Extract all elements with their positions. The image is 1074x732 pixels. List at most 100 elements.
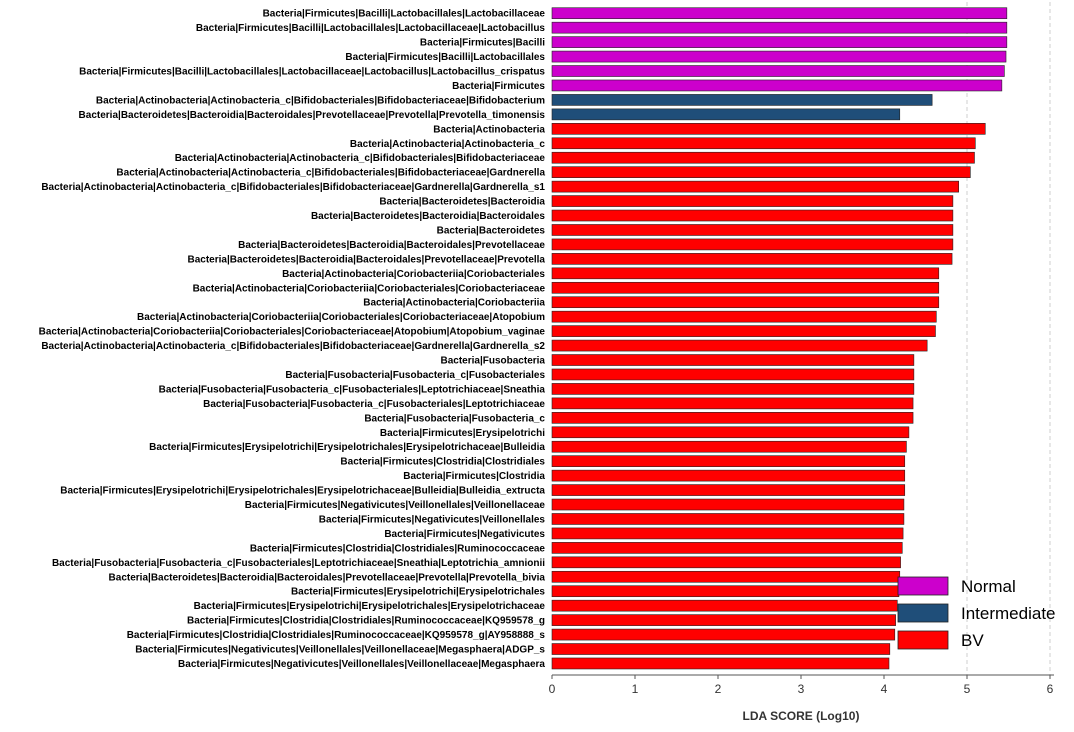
- category-label: Bacteria|Firmicutes|Erysipelotrichi|Erys…: [291, 587, 545, 598]
- category-label: Bacteria|Actinobacteria: [433, 124, 545, 135]
- x-axis: 0 1 2 3 4 5 6 LDA SCORE (Log10): [549, 674, 1054, 723]
- bar: [551, 50, 1007, 63]
- category-label: Bacteria|Fusobacteria: [440, 356, 545, 367]
- category-labels: Bacteria|Firmicutes|Bacilli|Lactobacilla…: [39, 9, 546, 670]
- legend: Normal Intermediate BV: [897, 576, 1056, 650]
- bar: [551, 166, 971, 178]
- bar: [551, 65, 1005, 77]
- category-label: Bacteria|Firmicutes|Negativicutes: [384, 529, 545, 540]
- bar: [551, 570, 901, 583]
- category-label: Bacteria|Bacteroidetes|Bacteroidia|Bacte…: [79, 110, 546, 121]
- bar: [551, 542, 903, 554]
- category-label: Bacteria|Fusobacteria|Fusobacteria_c|Fus…: [203, 399, 545, 410]
- bar: [551, 267, 940, 280]
- bar: [551, 643, 891, 655]
- category-label: Bacteria|Fusobacteria|Fusobacteria_c: [364, 413, 545, 424]
- category-label: Bacteria|Firmicutes|Clostridia|Clostridi…: [250, 543, 546, 554]
- category-label: Bacteria|Fusobacteria|Fusobacteria_c|Fus…: [52, 558, 545, 569]
- bar: [551, 498, 905, 511]
- bar: [551, 36, 1008, 48]
- category-label: Bacteria|Firmicutes: [452, 81, 545, 92]
- category-label: Bacteria|Firmicutes|Negativicutes|Veillo…: [245, 500, 546, 511]
- bar: [551, 397, 914, 410]
- x-tick-label: 6: [1047, 682, 1054, 696]
- bar: [551, 455, 906, 467]
- bar: [551, 180, 960, 193]
- legend-label: Normal: [961, 577, 1016, 596]
- bar: [551, 21, 1008, 34]
- legend-swatch: [897, 630, 949, 650]
- category-label: Bacteria|Firmicutes|Erysipelotrichi|Erys…: [60, 486, 545, 497]
- x-tick-label: 0: [549, 682, 556, 696]
- category-label: Bacteria|Actinobacteria|Actinobacteria_c…: [41, 341, 545, 352]
- category-label: Bacteria|Actinobacteria|Coriobacteriia|C…: [282, 269, 545, 280]
- category-label: Bacteria|Firmicutes|Bacilli|Lactobacilla…: [196, 23, 546, 34]
- bar: [551, 368, 915, 381]
- category-label: Bacteria|Firmicutes|Bacilli|Lactobacilla…: [79, 67, 545, 78]
- category-label: Bacteria|Firmicutes|Clostridia|Clostridi…: [340, 457, 545, 468]
- x-axis-title: LDA SCORE (Log10): [743, 709, 860, 723]
- category-label: Bacteria|Firmicutes|Negativicutes|Veillo…: [178, 659, 545, 670]
- bar: [551, 599, 898, 612]
- category-label: Bacteria|Bacteroidetes|Bacteroidia|Bacte…: [188, 254, 546, 265]
- category-label: Bacteria|Firmicutes|Bacilli|Lactobacilla…: [263, 9, 546, 20]
- bar: [551, 151, 975, 164]
- category-label: Bacteria|Firmicutes|Erysipelotrichi|Erys…: [194, 601, 546, 612]
- category-label: Bacteria|Bacteroidetes|Bacteroidia|Bacte…: [311, 211, 545, 222]
- category-label: Bacteria|Fusobacteria|Fusobacteria_c|Fus…: [285, 370, 545, 381]
- x-tick-label: 4: [881, 682, 888, 696]
- category-label: Bacteria|Actinobacteria|Actinobacteria_c…: [41, 182, 545, 193]
- bar: [551, 137, 976, 150]
- category-label: Bacteria|Actinobacteria|Coriobacteriia|C…: [39, 327, 546, 338]
- bar: [551, 556, 901, 569]
- bar: [551, 354, 915, 366]
- bar: [551, 108, 901, 121]
- category-label: Bacteria|Bacteroidetes|Bacteroidia: [379, 197, 545, 208]
- bar: [551, 484, 906, 496]
- bar: [551, 253, 953, 265]
- category-label: Bacteria|Actinobacteria|Coriobacteriia: [363, 298, 545, 309]
- bar: [551, 195, 954, 207]
- bar: [551, 209, 954, 222]
- legend-swatch: [897, 576, 949, 596]
- category-label: Bacteria|Firmicutes|Clostridia|Clostridi…: [187, 616, 545, 627]
- category-label: Bacteria|Actinobacteria|Actinobacteria_c…: [96, 95, 545, 106]
- x-tick-label: 5: [964, 682, 971, 696]
- category-label: Bacteria|Firmicutes|Clostridia|Clostridi…: [127, 630, 546, 641]
- bar: [551, 426, 910, 439]
- bar: [551, 527, 904, 540]
- category-label: Bacteria|Actinobacteria|Actinobacteria_c: [350, 139, 546, 150]
- category-label: Bacteria|Firmicutes|Negativicutes|Veillo…: [319, 514, 546, 525]
- category-label: Bacteria|Bacteroidetes|Bacteroidia|Bacte…: [238, 240, 545, 251]
- bar: [551, 79, 1003, 92]
- category-label: Bacteria|Firmicutes|Clostridia: [403, 471, 545, 482]
- bar: [551, 585, 900, 598]
- bar: [551, 123, 986, 135]
- category-label: Bacteria|Actinobacteria|Actinobacteria_c…: [175, 153, 546, 164]
- bar: [551, 94, 933, 106]
- bar: [551, 281, 940, 294]
- bar: [551, 628, 896, 641]
- category-label: Bacteria|Actinobacteria|Coriobacteriia|C…: [137, 312, 545, 323]
- bar: [551, 7, 1008, 20]
- category-label: Bacteria|Bacteroidetes: [437, 225, 546, 236]
- category-label: Bacteria|Firmicutes|Erysipelotrichi: [380, 428, 545, 439]
- bar: [551, 296, 940, 309]
- legend-label: BV: [961, 631, 984, 650]
- bar: [551, 238, 954, 251]
- legend-label: Intermediate: [961, 604, 1056, 623]
- bar: [551, 412, 914, 424]
- x-tick-label: 3: [798, 682, 805, 696]
- x-tick-label: 1: [632, 682, 639, 696]
- category-label: Bacteria|Firmicutes|Bacilli|Lactobacilla…: [345, 52, 545, 63]
- bar: [551, 325, 936, 337]
- bar: [551, 469, 906, 482]
- bar: [551, 614, 896, 626]
- category-label: Bacteria|Bacteroidetes|Bacteroidia|Bacte…: [109, 572, 546, 583]
- bar: [551, 513, 905, 525]
- category-label: Bacteria|Fusobacteria|Fusobacteria_c|Fus…: [159, 384, 546, 395]
- bar: [551, 339, 928, 352]
- bar: [551, 383, 915, 395]
- category-label: Bacteria|Firmicutes|Negativicutes|Veillo…: [135, 645, 545, 656]
